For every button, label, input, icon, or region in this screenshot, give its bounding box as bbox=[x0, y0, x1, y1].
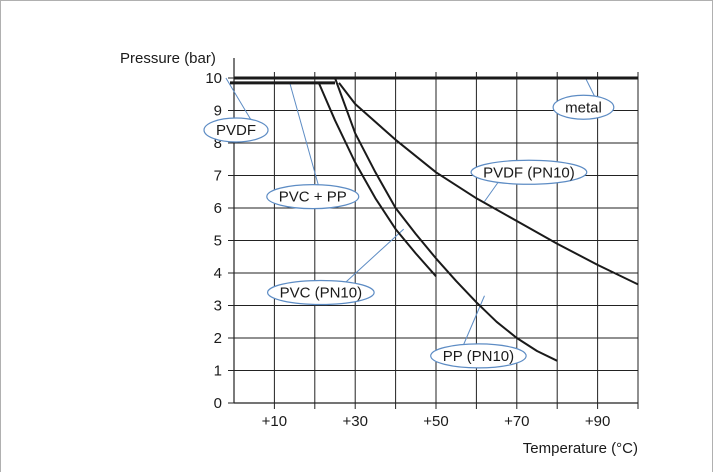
series-label-text: PVDF bbox=[216, 122, 256, 139]
leader-line bbox=[225, 77, 253, 123]
y-tick-label: 7 bbox=[214, 168, 222, 185]
series-label-text: metal bbox=[565, 99, 602, 116]
chart-axes: 0 1 2 3 4 5 6 7 8 9 10 +10 +30 +50 +70 +90 bbox=[205, 58, 639, 430]
label-pvdf-pn10: PVDF (PN10) bbox=[470, 159, 588, 185]
series-label-text: PVC (PN10) bbox=[280, 285, 363, 302]
series-line-pvc-pn10 bbox=[317, 82, 437, 277]
y-axis-title: Pressure (bar) bbox=[120, 50, 216, 67]
series-line-pvdf-pn10 bbox=[338, 82, 639, 286]
label-pp-pn10: PP (PN10) bbox=[430, 343, 527, 369]
label-pvc-pn10: PVC (PN10) bbox=[266, 279, 375, 306]
label-bubble bbox=[470, 159, 588, 185]
label-bubble bbox=[266, 279, 375, 306]
label-pvdf: PVDF bbox=[203, 117, 269, 143]
x-tick-label: +10 bbox=[262, 413, 287, 430]
label-bubble bbox=[552, 94, 615, 120]
leader-line bbox=[461, 295, 485, 348]
series-line-pp-pn10 bbox=[334, 77, 558, 362]
label-bubble bbox=[430, 343, 527, 369]
y-tick-label: 10 bbox=[205, 70, 222, 87]
label-leaders bbox=[225, 77, 599, 348]
y-tick-label: 5 bbox=[214, 233, 222, 250]
leader-line bbox=[289, 82, 320, 188]
series-label-text: PVDF (PN10) bbox=[483, 164, 575, 181]
series-label-text: PP (PN10) bbox=[443, 348, 514, 365]
series-lines bbox=[230, 76, 639, 362]
series-label-text: PVC + PP bbox=[279, 189, 347, 206]
y-tick-label: 3 bbox=[214, 298, 222, 315]
leader-line bbox=[344, 228, 405, 284]
y-tick-label: 9 bbox=[214, 103, 222, 120]
x-tick-label: +70 bbox=[504, 413, 529, 430]
label-bubble bbox=[266, 184, 360, 210]
series-labels: PVDF PVC + PP metal PVDF (PN10) PVC (PN10) PP… bbox=[203, 94, 615, 369]
y-tick-label: 4 bbox=[214, 265, 222, 282]
x-tick-label: +50 bbox=[423, 413, 448, 430]
label-metal: metal bbox=[552, 94, 615, 120]
y-tick-label: 6 bbox=[214, 200, 222, 217]
x-axis-title: Temperature (°C) bbox=[523, 440, 638, 457]
label-bubble bbox=[203, 117, 269, 143]
y-tick-label: 8 bbox=[214, 135, 222, 152]
label-pvc-pp: PVC + PP bbox=[266, 184, 360, 210]
grid-lines bbox=[234, 72, 639, 403]
y-tick-label: 1 bbox=[214, 363, 222, 380]
y-tick-label: 0 bbox=[214, 395, 222, 412]
x-tick-label: +90 bbox=[585, 413, 610, 430]
y-tick-label: 2 bbox=[214, 330, 222, 347]
x-tick-label: +30 bbox=[342, 413, 367, 430]
